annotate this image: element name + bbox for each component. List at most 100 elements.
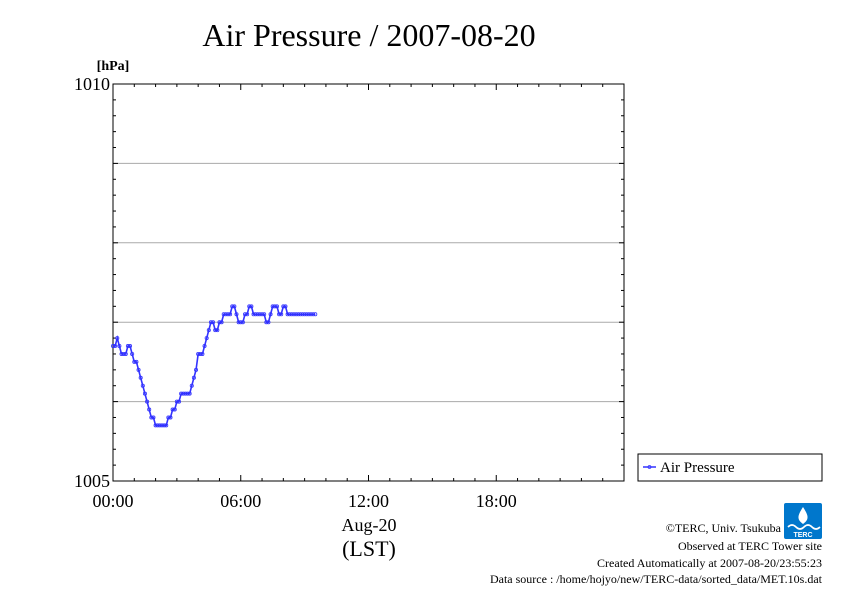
data-point: [283, 304, 288, 309]
data-point: [183, 391, 188, 396]
data-point: [159, 423, 164, 428]
data-point: [253, 312, 258, 317]
data-point: [274, 304, 279, 309]
x-tick-label-3: 18:00: [476, 491, 517, 511]
data-point: [198, 351, 203, 356]
y-axis-unit-label: [hPa]: [97, 59, 130, 74]
data-point: [174, 399, 179, 404]
footer-copyright: ©TERC, Univ. Tsukuba: [666, 521, 782, 535]
data-point: [287, 312, 292, 317]
data-point: [200, 351, 205, 356]
data-point: [306, 312, 311, 317]
footer-data-source: Data source : /home/hojyo/new/TERC-data/…: [490, 572, 823, 586]
data-point: [179, 391, 184, 396]
data-point: [177, 399, 182, 404]
data-point: [187, 391, 192, 396]
data-point: [285, 312, 290, 317]
grid-lines: [113, 162, 624, 403]
data-point: [279, 312, 284, 317]
x-tick-label-1: 06:00: [220, 491, 261, 511]
x-axis: 00:00 06:00 12:00 18:00: [92, 84, 625, 511]
data-point: [228, 312, 233, 317]
data-point: [125, 344, 130, 349]
data-point: [136, 367, 141, 372]
data-point: [151, 415, 156, 420]
data-point: [298, 312, 303, 317]
series-line-0: [113, 305, 316, 427]
legend-box: [637, 453, 823, 482]
data-point: [172, 407, 177, 412]
data-point: [266, 320, 271, 325]
data-point: [111, 344, 116, 349]
logo-text: TERC: [793, 532, 812, 539]
data-point: [313, 312, 318, 317]
legend-entry-air-pressure: Air Pressure: [660, 460, 735, 476]
data-point: [157, 423, 162, 428]
data-point: [132, 359, 137, 364]
data-point: [147, 407, 152, 412]
data-point: [194, 367, 199, 372]
data-point: [121, 351, 126, 356]
data-point: [134, 359, 139, 364]
data-point: [170, 407, 175, 412]
plot-frame: [112, 83, 625, 482]
data-point: [262, 312, 267, 317]
data-point: [153, 423, 158, 428]
data-point: [234, 312, 239, 317]
y-axis: 1005 1010: [74, 74, 624, 491]
logo-drop-icon: [798, 507, 808, 524]
data-point: [238, 320, 243, 325]
data-point: [243, 312, 248, 317]
data-point: [260, 312, 265, 317]
x-axis-label: (LST): [342, 536, 396, 561]
data-point: [162, 423, 167, 428]
data-point: [168, 415, 173, 420]
data-point: [302, 312, 307, 317]
data-point: [309, 312, 314, 317]
x-tick-label-0: 00:00: [92, 491, 133, 511]
data-point: [245, 312, 250, 317]
data-point: [208, 320, 213, 325]
data-point: [140, 383, 145, 388]
footer-created: Created Automatically at 2007-08-20/23:5…: [597, 556, 822, 570]
data-point: [185, 391, 190, 396]
data-point: [304, 312, 309, 317]
data-point: [138, 375, 143, 380]
data-point: [300, 312, 305, 317]
data-point: [155, 423, 160, 428]
data-point: [251, 312, 256, 317]
data-point: [264, 320, 269, 325]
data-point: [272, 304, 277, 309]
data-point: [268, 312, 273, 317]
data-point: [164, 423, 169, 428]
data-point: [202, 344, 207, 349]
data-point: [240, 320, 245, 325]
data-point: [206, 328, 211, 333]
data-point: [117, 344, 122, 349]
data-point: [255, 312, 260, 317]
data-series: [111, 304, 318, 428]
y-tick-label-0: 1005: [74, 471, 110, 491]
data-point: [289, 312, 294, 317]
data-point: [294, 312, 299, 317]
data-point: [270, 304, 275, 309]
chart-title: Air Pressure / 2007-08-20: [202, 17, 535, 53]
data-point: [113, 344, 118, 349]
data-point: [213, 328, 218, 333]
data-point: [149, 415, 154, 420]
data-point: [211, 320, 216, 325]
data-point: [128, 344, 133, 349]
terc-logo: TERC: [784, 503, 822, 539]
data-point: [291, 312, 296, 317]
data-point: [296, 312, 301, 317]
data-point: [219, 320, 224, 325]
data-point: [119, 351, 124, 356]
data-point: [204, 336, 209, 341]
x-axis-date-label: Aug-20: [342, 515, 397, 535]
data-point: [115, 336, 120, 341]
data-point: [311, 312, 316, 317]
data-point: [281, 304, 286, 309]
data-point: [230, 304, 235, 309]
data-point: [142, 391, 147, 396]
